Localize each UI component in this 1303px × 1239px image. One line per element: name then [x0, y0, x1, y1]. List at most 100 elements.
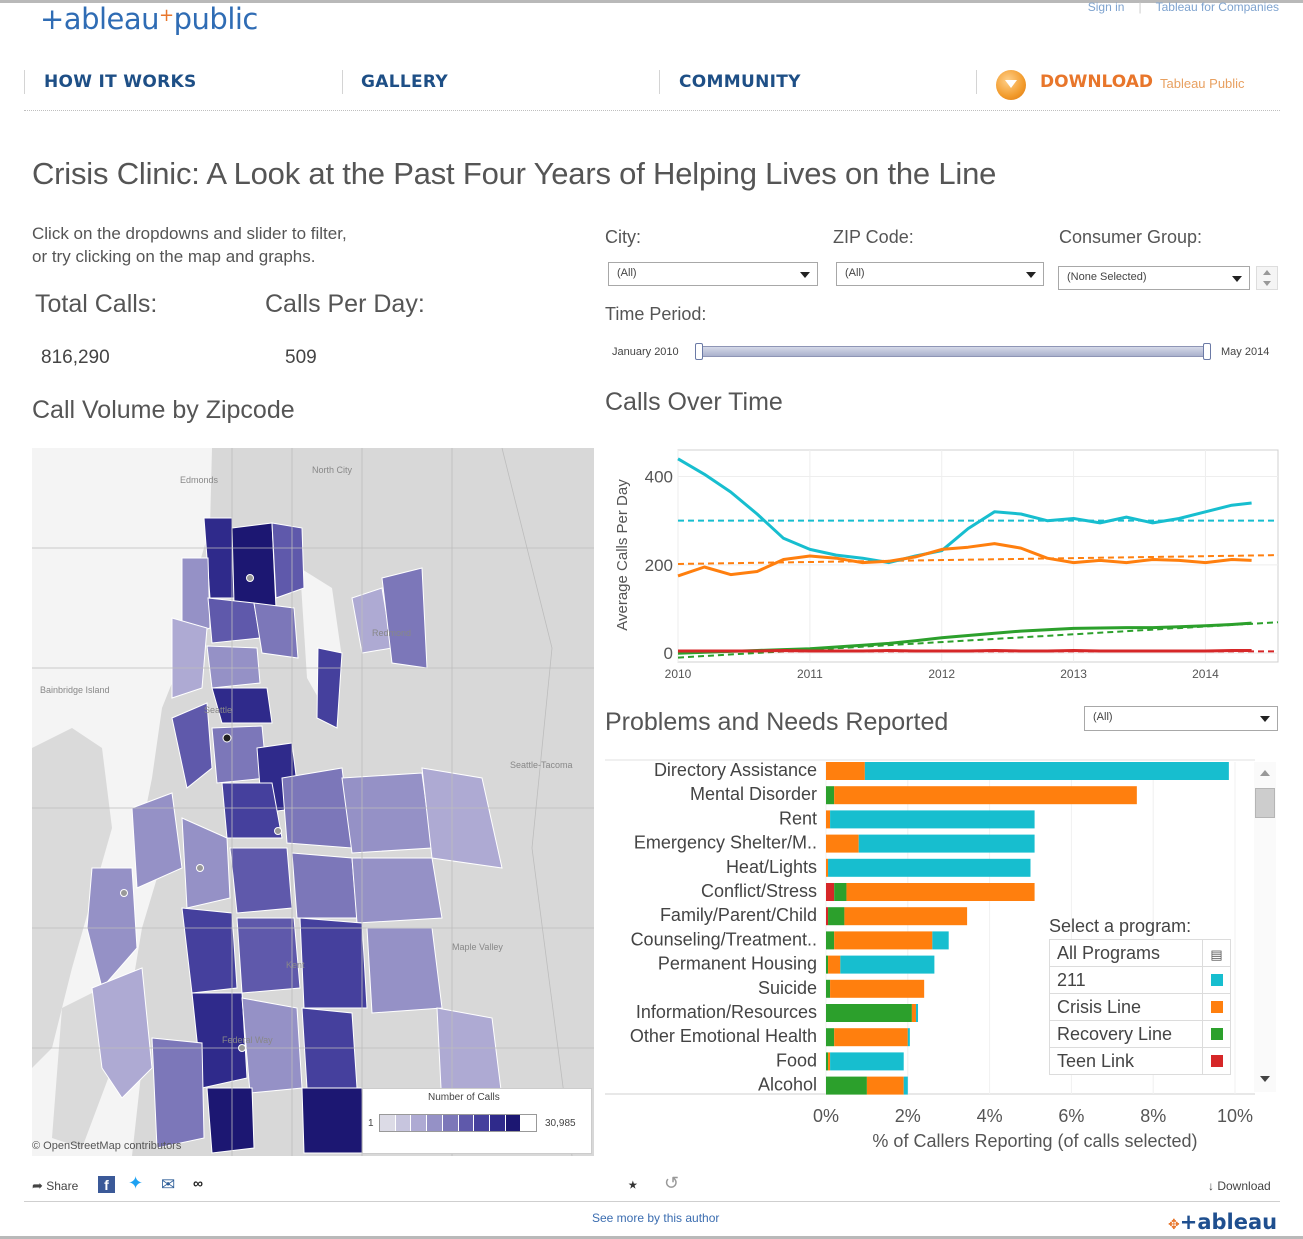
bar-segment[interactable] — [834, 1028, 908, 1047]
tableau-public-logo[interactable]: +ableau+public — [40, 2, 258, 36]
nav-community[interactable]: COMMUNITY — [679, 72, 801, 92]
city-dropdown[interactable]: (All) — [608, 262, 818, 286]
bar-segment[interactable] — [828, 907, 845, 926]
see-more-link[interactable]: See more by this author — [592, 1211, 720, 1225]
time-period-slider[interactable] — [700, 346, 1208, 357]
category-label[interactable]: Suicide — [758, 978, 817, 998]
revert-icon[interactable]: ↺ — [664, 1173, 680, 1193]
bar-segment[interactable] — [826, 762, 865, 780]
facebook-icon[interactable]: f — [98, 1176, 115, 1195]
download-subtitle[interactable]: Tableau Public — [1160, 76, 1245, 91]
slider-start-handle[interactable] — [695, 343, 703, 360]
zip-region[interactable] — [91, 967, 153, 1099]
zip-region[interactable] — [381, 567, 428, 669]
scrollbar-thumb[interactable] — [1255, 788, 1275, 818]
bar-segment[interactable] — [828, 955, 841, 974]
download-button[interactable]: DOWNLOAD — [1040, 72, 1154, 92]
slider-end-handle[interactable] — [1203, 343, 1211, 360]
zip-region[interactable] — [341, 772, 433, 854]
zip-region[interactable] — [171, 702, 213, 789]
bar-segment[interactable] — [846, 883, 1035, 901]
category-label[interactable]: Directory Assistance — [654, 760, 817, 780]
zip-region[interactable] — [421, 767, 503, 869]
program-table[interactable]: All Programs ▤ 211 Crisis Line Recovery L… — [1049, 939, 1231, 1075]
bar-segment[interactable] — [826, 1028, 835, 1047]
program-row[interactable]: 211 — [1049, 966, 1231, 994]
zip-region[interactable] — [271, 522, 305, 599]
zip-region[interactable] — [316, 647, 343, 729]
category-label[interactable]: Other Emotional Health — [630, 1026, 817, 1046]
scroll-down-icon[interactable] — [1260, 1076, 1270, 1082]
bar-segment[interactable] — [826, 1052, 829, 1071]
map-svg[interactable]: North City Edmonds Seattle Bainbridge Islan… — [32, 448, 594, 1156]
osm-attribution[interactable]: © OpenStreetMap contributors — [32, 1140, 182, 1152]
zip-region[interactable] — [366, 927, 443, 1014]
zip-region[interactable] — [131, 792, 183, 889]
bar-segment[interactable] — [826, 834, 859, 853]
zip-region[interactable] — [231, 522, 277, 609]
email-icon[interactable]: ✉ — [161, 1175, 176, 1194]
category-label[interactable]: Family/Parent/Child — [660, 905, 817, 925]
bar-segment[interactable] — [907, 1028, 910, 1047]
total-calls-value[interactable]: 816,290 — [41, 347, 110, 368]
category-label[interactable]: Emergency Shelter/M.. — [634, 833, 817, 853]
bars[interactable] — [826, 762, 1229, 1095]
zip-region[interactable] — [206, 1087, 255, 1154]
category-label[interactable]: Information/Resources — [636, 1002, 817, 1022]
zipcode-map[interactable]: North City Edmonds Seattle Bainbridge Islan… — [32, 448, 594, 1156]
link-icon[interactable]: ∞ — [193, 1175, 203, 1191]
nav-gallery[interactable]: GALLERY — [361, 72, 448, 92]
zip-region[interactable] — [211, 687, 273, 724]
bar-segment[interactable] — [826, 858, 829, 877]
consumer-group-spinner[interactable] — [1256, 266, 1278, 290]
series-line[interactable] — [678, 649, 1252, 653]
zip-dropdown[interactable]: (All) — [836, 262, 1044, 286]
bar-segment[interactable] — [903, 1076, 908, 1095]
bar-segment[interactable] — [834, 931, 933, 950]
bar-segment[interactable] — [858, 834, 1035, 853]
scroll-up-icon[interactable] — [1260, 770, 1270, 776]
tableau-footer-logo[interactable]: ✥+ableau — [1168, 1210, 1277, 1234]
zip-region[interactable] — [236, 917, 301, 994]
zip-region[interactable] — [221, 782, 283, 839]
zip-region[interactable] — [241, 997, 303, 1094]
zip-region[interactable] — [229, 847, 293, 914]
program-row[interactable]: Teen Link — [1049, 1047, 1231, 1075]
zip-region[interactable] — [206, 645, 261, 689]
zip-region[interactable] — [151, 1037, 205, 1149]
series-line[interactable] — [677, 542, 1252, 578]
zip-region[interactable] — [181, 907, 238, 994]
bar-segment[interactable] — [826, 786, 835, 805]
bar-segment[interactable] — [826, 1004, 912, 1022]
bar-segment[interactable] — [826, 810, 831, 829]
series-lines[interactable] — [677, 457, 1252, 655]
bar-chart-scrollbar[interactable] — [1254, 762, 1276, 1092]
bar-segment[interactable] — [844, 907, 968, 926]
category-label[interactable]: Food — [776, 1050, 817, 1070]
zip-polygons[interactable] — [86, 517, 503, 1154]
bar-segment[interactable] — [840, 955, 935, 974]
program-row[interactable]: Crisis Line — [1049, 993, 1231, 1021]
bar-segment[interactable] — [826, 883, 835, 901]
bar-segment[interactable] — [826, 1076, 867, 1095]
problems-bar-chart[interactable]: Directory Assistance Mental Disorder Rent E… — [605, 758, 1285, 1158]
bar-segment[interactable] — [932, 931, 949, 950]
category-label[interactable]: Heat/Lights — [726, 857, 817, 877]
zip-region[interactable] — [301, 1087, 368, 1154]
download-arrow-icon[interactable] — [996, 70, 1026, 100]
program-row-all[interactable]: All Programs ▤ — [1049, 939, 1231, 967]
bar-segment[interactable] — [828, 858, 1031, 877]
bar-segment[interactable] — [864, 762, 1229, 780]
category-label[interactable]: Rent — [779, 808, 817, 828]
nav-how-it-works[interactable]: HOW IT WORKS — [44, 72, 197, 92]
twitter-icon[interactable]: ✦ — [128, 1173, 144, 1193]
bar-segment[interactable] — [830, 1052, 904, 1071]
bar-segment[interactable] — [866, 1076, 904, 1095]
download-link[interactable]: ↓ Download — [1208, 1179, 1271, 1193]
bar-segment[interactable] — [826, 979, 831, 998]
calls-over-time-chart[interactable]: 0 200 400 2010 2011 2012 2013 2014 Average Cal… — [605, 440, 1285, 690]
bar-segment[interactable] — [834, 786, 1137, 805]
series-line[interactable] — [677, 457, 1252, 565]
problems-filter-dropdown[interactable]: (All) — [1084, 706, 1278, 731]
bar-segment[interactable] — [915, 1004, 919, 1022]
